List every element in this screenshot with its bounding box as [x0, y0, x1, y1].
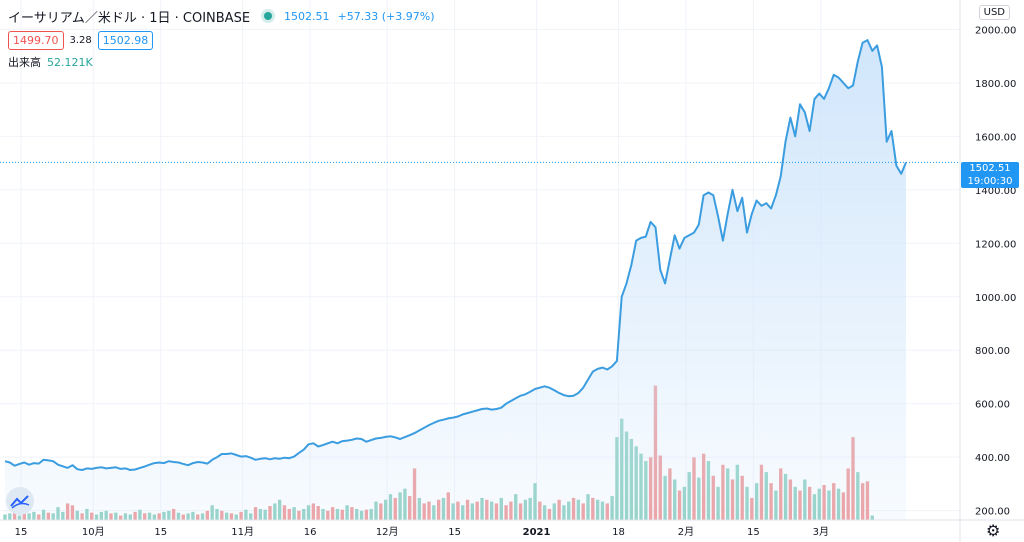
- y-tick-label: 600.00: [975, 400, 1010, 411]
- chart-legend: イーサリアム／米ドル · 1日 · COINBASE 1502.51 +57.3…: [8, 6, 435, 74]
- x-tick-label: 11月: [231, 526, 254, 538]
- price-area-fill: [5, 40, 906, 520]
- x-tick-label: 15: [154, 527, 167, 538]
- x-tick-label: 15: [747, 527, 760, 538]
- ask-price: 1502.98: [97, 30, 154, 50]
- x-tick-label: 15: [15, 527, 28, 538]
- x-tick-label: 3月: [813, 526, 829, 538]
- live-dot-icon: [264, 12, 273, 20]
- x-tick-label: 2021: [523, 527, 551, 538]
- price-line: [4, 39, 907, 471]
- x-tick-label: 10月: [82, 526, 105, 538]
- tradingview-logo-icon[interactable]: [6, 487, 34, 515]
- x-tick-label: 15: [448, 527, 461, 538]
- y-tick-label: 1200.00: [975, 239, 1016, 250]
- y-tick-label: 1800.00: [975, 79, 1016, 90]
- x-tick-label: 12月: [376, 526, 399, 538]
- y-tick-label: 200.00: [975, 507, 1010, 518]
- y-tick-label: 1400.00: [975, 186, 1016, 197]
- last-price-tag: 1502.51 19:00:30: [961, 162, 1019, 188]
- currency-button[interactable]: USD: [978, 5, 1010, 20]
- x-tick-label: 16: [304, 527, 317, 538]
- price-change: +57.33 (+3.97%): [337, 9, 435, 23]
- bid-price: 1499.70: [8, 30, 64, 50]
- y-tick-label: 1600.00: [975, 132, 1016, 143]
- price-area: [0, 39, 960, 520]
- price-tag-value: 1502.51: [969, 163, 1011, 174]
- price-tag-countdown: 19:00:30: [967, 176, 1013, 187]
- volume-label: 出来高: [8, 56, 41, 69]
- y-tick-label: 400.00: [975, 453, 1010, 464]
- x-tick-label: 18: [612, 527, 625, 538]
- spread-value: 3.28: [69, 34, 92, 46]
- y-tick-label: 2000.00: [975, 25, 1016, 36]
- y-tick-label: 800.00: [975, 346, 1010, 357]
- y-tick-label: 1000.00: [975, 293, 1016, 304]
- gear-icon[interactable]: ⚙: [986, 521, 1001, 540]
- volume-value: 52.121K: [47, 55, 93, 69]
- last-price: 1502.51: [284, 9, 330, 23]
- symbol-title[interactable]: イーサリアム／米ドル · 1日 · COINBASE: [8, 10, 251, 26]
- x-tick-label: 2月: [678, 526, 694, 538]
